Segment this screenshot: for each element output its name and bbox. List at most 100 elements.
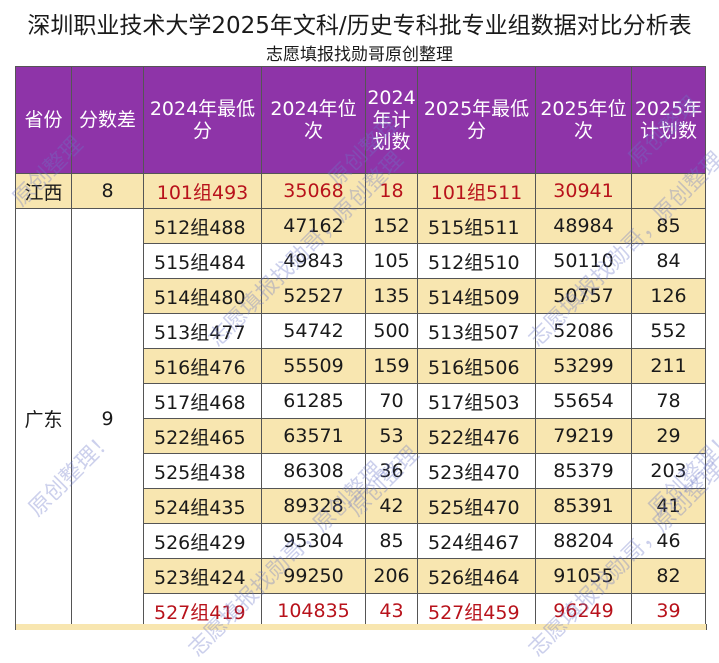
rank-2024-cell: 86308 <box>261 453 366 489</box>
header-row: 省份 分数差 2024年最低分 2024年位次 2024年计划数 2025年最低… <box>15 66 706 174</box>
rank-2025-cell: 55654 <box>535 383 632 419</box>
min-2024-cell: 514组480 <box>143 278 262 314</box>
header-min-2025: 2025年最低分 <box>417 66 536 174</box>
header-province: 省份 <box>15 66 72 174</box>
table-row: 523组424 99250 206 526组464 91055 82 <box>16 558 706 594</box>
table-row: 513组477 54742 500 513组507 52086 552 <box>16 313 706 349</box>
plan-2024-cell: 53 <box>365 418 418 454</box>
rank-2024-cell: 63571 <box>261 418 366 454</box>
rank-2024-cell: 104835 <box>261 593 366 629</box>
min-2024-cell: 517组468 <box>143 383 262 419</box>
plan-2025-cell: 552 <box>631 313 706 349</box>
province-cell: 江西 <box>15 173 72 209</box>
min-2025-cell: 101组511 <box>417 173 536 209</box>
plan-2024-cell: 70 <box>365 383 418 419</box>
plan-2025-cell: 203 <box>631 453 706 489</box>
plan-2024-cell: 18 <box>365 173 418 209</box>
rank-2025-cell: 85379 <box>535 453 632 489</box>
min-2025-cell: 513组507 <box>417 313 536 349</box>
plan-2025-cell: 46 <box>631 523 706 559</box>
header-rank-2025: 2025年位次 <box>535 66 632 174</box>
table-row: 527组419 104835 43 527组459 96249 39 <box>16 593 706 629</box>
plan-2024-cell: 152 <box>365 208 418 244</box>
min-2024-cell: 522组465 <box>143 418 262 454</box>
header-rank-2024: 2024年位次 <box>261 66 366 174</box>
min-2025-cell: 522组476 <box>417 418 536 454</box>
province-cell: 广东 <box>15 208 72 629</box>
plan-2025-cell: 29 <box>631 418 706 454</box>
min-2025-cell: 514组509 <box>417 278 536 314</box>
page-subtitle: 志愿填报找勋哥原创整理 <box>266 45 453 65</box>
plan-2025-cell: 85 <box>631 208 706 244</box>
rank-2025-cell: 50110 <box>535 243 632 279</box>
header-min-2024: 2024年最低分 <box>143 66 262 174</box>
plan-2024-cell: 500 <box>365 313 418 349</box>
score-diff-cell: 8 <box>71 173 144 209</box>
min-2025-cell: 527组459 <box>417 593 536 629</box>
min-2025-cell: 525组470 <box>417 488 536 524</box>
table-row: 522组465 63571 53 522组476 79219 29 <box>16 418 706 454</box>
rank-2024-cell: 61285 <box>261 383 366 419</box>
plan-2025-cell: 39 <box>631 593 706 629</box>
plan-2025-cell: 78 <box>631 383 706 419</box>
plan-2024-cell: 36 <box>365 453 418 489</box>
min-2024-cell: 527组419 <box>143 593 262 629</box>
rank-2024-cell: 95304 <box>261 523 366 559</box>
rank-2024-cell: 52527 <box>261 278 366 314</box>
comparison-table: 省份 分数差 2024年最低分 2024年位次 2024年计划数 2025年最低… <box>15 66 706 629</box>
rank-2024-cell: 47162 <box>261 208 366 244</box>
rank-2024-cell: 49843 <box>261 243 366 279</box>
rank-2025-cell: 91055 <box>535 558 632 594</box>
plan-2024-cell: 105 <box>365 243 418 279</box>
header-plan-2024: 2024年计划数 <box>365 66 418 174</box>
rank-2024-cell: 99250 <box>261 558 366 594</box>
rank-2025-cell: 88204 <box>535 523 632 559</box>
min-2025-cell: 515组511 <box>417 208 536 244</box>
plan-2025-cell: 84 <box>631 243 706 279</box>
min-2024-cell: 515组484 <box>143 243 262 279</box>
min-2024-cell: 513组477 <box>143 313 262 349</box>
table-row: 526组429 95304 85 524组467 88204 46 <box>16 523 706 559</box>
plan-2025-cell: 41 <box>631 488 706 524</box>
min-2024-cell: 516组476 <box>143 348 262 384</box>
min-2025-cell: 526组464 <box>417 558 536 594</box>
plan-2025-cell: 211 <box>631 348 706 384</box>
min-2025-cell: 523组470 <box>417 453 536 489</box>
rank-2024-cell: 55509 <box>261 348 366 384</box>
min-2025-cell: 512组510 <box>417 243 536 279</box>
rank-2024-cell: 35068 <box>261 173 366 209</box>
rank-2025-cell: 30941 <box>535 173 632 209</box>
table-row: 515组484 49843 105 512组510 50110 84 <box>16 243 706 279</box>
min-2024-cell: 524组435 <box>143 488 262 524</box>
min-2024-cell: 526组429 <box>143 523 262 559</box>
plan-2025-cell <box>631 173 706 209</box>
plan-2024-cell: 43 <box>365 593 418 629</box>
rank-2025-cell: 79219 <box>535 418 632 454</box>
rank-2025-cell: 53299 <box>535 348 632 384</box>
rank-2024-cell: 54742 <box>261 313 366 349</box>
header-plan-2025: 2025年计划数 <box>631 66 706 174</box>
rank-2025-cell: 50757 <box>535 278 632 314</box>
rank-2025-cell: 52086 <box>535 313 632 349</box>
table-row: 广东 9 512组488 47162 152 515组511 48984 85 <box>15 208 706 629</box>
table-row: 516组476 55509 159 516组506 53299 211 <box>16 348 706 384</box>
plan-2024-cell: 135 <box>365 278 418 314</box>
min-2024-cell: 525组438 <box>143 453 262 489</box>
plan-2024-cell: 159 <box>365 348 418 384</box>
min-2024-cell: 523组424 <box>143 558 262 594</box>
table-row-jiangxi: 江西 8 101组493 35068 18 101组511 30941 <box>15 173 706 209</box>
table-bottom-edge <box>15 624 707 630</box>
score-diff-cell: 9 <box>71 208 144 629</box>
table-row: 525组438 86308 36 523组470 85379 203 <box>16 453 706 489</box>
min-2025-cell: 524组467 <box>417 523 536 559</box>
rank-2025-cell: 48984 <box>535 208 632 244</box>
min-2024-cell: 512组488 <box>143 208 262 244</box>
plan-2025-cell: 126 <box>631 278 706 314</box>
plan-2024-cell: 206 <box>365 558 418 594</box>
plan-2024-cell: 85 <box>365 523 418 559</box>
min-2024-cell: 101组493 <box>143 173 262 209</box>
page-title: 深圳职业技术大学2025年文科/历史专科批专业组数据对比分析表 <box>27 13 692 39</box>
rank-2025-cell: 85391 <box>535 488 632 524</box>
min-2025-cell: 517组503 <box>417 383 536 419</box>
table-row: 517组468 61285 70 517组503 55654 78 <box>16 383 706 419</box>
